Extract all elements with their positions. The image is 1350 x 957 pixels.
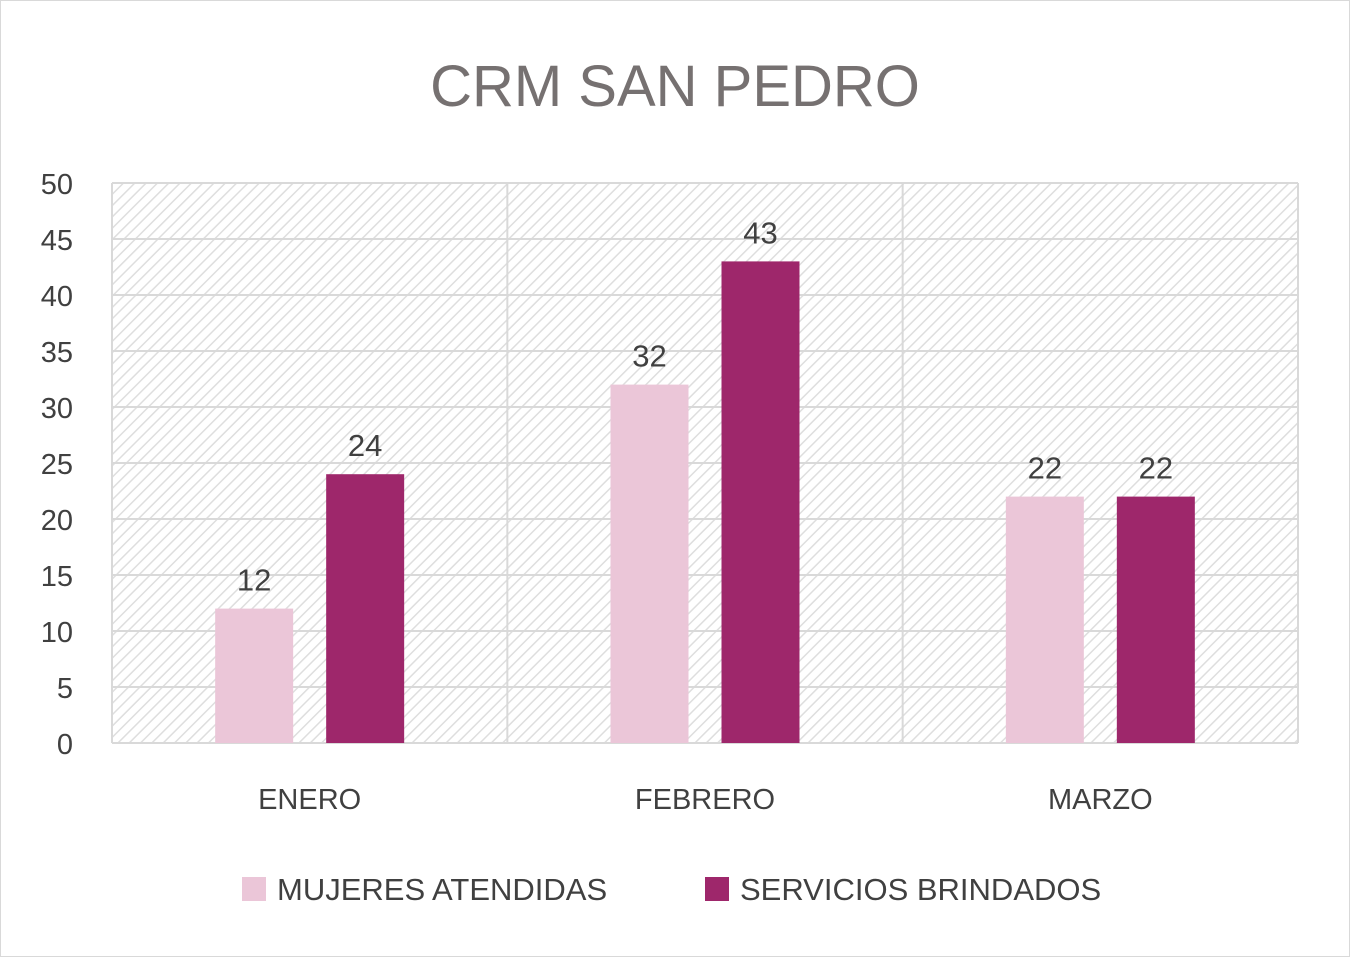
data-label: 12 <box>237 563 271 598</box>
y-tick-label: 25 <box>41 449 73 481</box>
y-tick-label: 45 <box>41 225 73 257</box>
x-tick-label: FEBRERO <box>635 784 775 816</box>
y-tick-label: 20 <box>41 505 73 537</box>
bar <box>326 474 405 743</box>
x-tick-label: ENERO <box>258 784 361 816</box>
data-label: 22 <box>1139 451 1173 486</box>
bar <box>215 608 294 743</box>
data-label: 22 <box>1028 451 1062 486</box>
y-tick-label: 50 <box>41 169 73 201</box>
y-tick-label: 40 <box>41 281 73 313</box>
y-tick-label: 30 <box>41 393 73 425</box>
y-tick-label: 0 <box>57 729 73 761</box>
legend-swatch <box>705 877 729 901</box>
x-axis: ENERO FEBRERO MARZO <box>258 784 1153 816</box>
bar <box>610 384 689 743</box>
legend-swatch <box>242 877 266 901</box>
legend-label: SERVICIOS BRINDADOS <box>740 872 1101 907</box>
data-label: 32 <box>632 339 666 374</box>
y-tick-label: 35 <box>41 337 73 369</box>
data-label: 43 <box>743 215 777 250</box>
bar <box>1005 496 1084 743</box>
data-label: 24 <box>348 428 382 463</box>
bars <box>215 261 1195 743</box>
data-labels: 12 24 32 43 22 22 <box>237 215 1173 597</box>
y-axis: 0 5 10 15 20 25 30 35 40 45 50 <box>41 169 73 761</box>
x-tick-label: MARZO <box>1048 784 1153 816</box>
chart-title: CRM SAN PEDRO <box>430 54 920 119</box>
legend-label: MUJERES ATENDIDAS <box>277 872 607 907</box>
bar <box>1116 496 1195 743</box>
y-tick-label: 10 <box>41 617 73 649</box>
y-tick-label: 15 <box>41 561 73 593</box>
gridlines <box>111 182 1299 744</box>
legend: MUJERES ATENDIDAS SERVICIOS BRINDADOS <box>242 872 1101 907</box>
bar <box>721 261 800 743</box>
y-tick-label: 5 <box>57 673 73 705</box>
